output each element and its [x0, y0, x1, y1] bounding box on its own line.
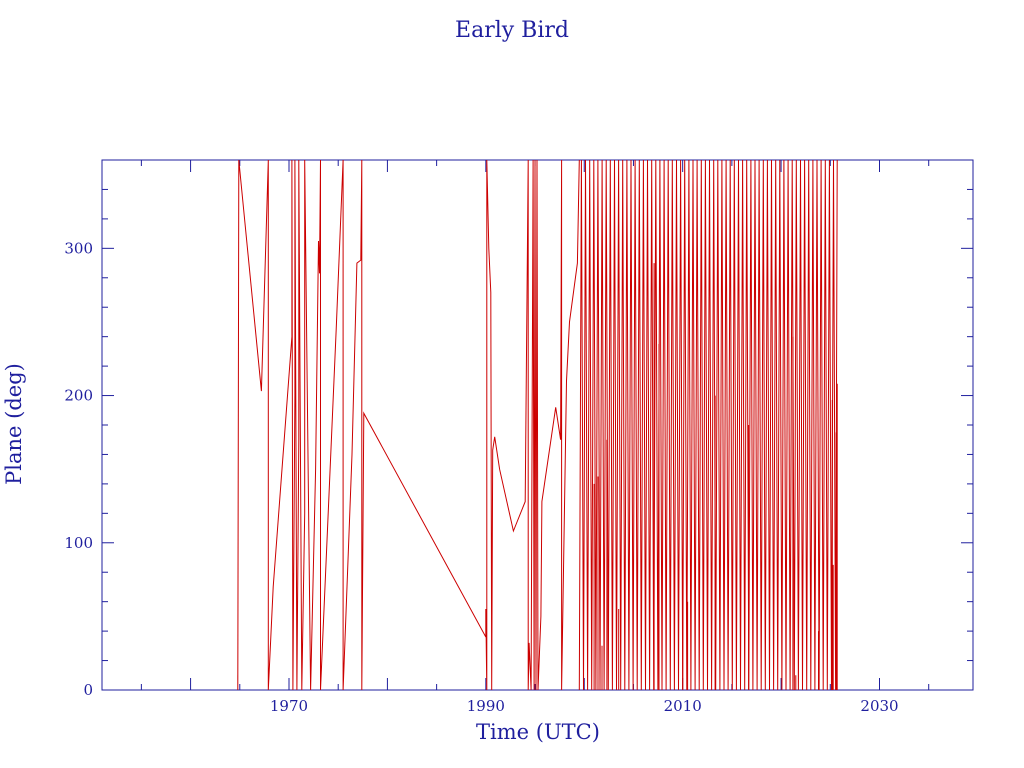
- series-sweeps: [578, 159, 838, 691]
- x-tick-label: 2010: [664, 697, 702, 715]
- y-axis-label: Plane (deg): [2, 363, 26, 485]
- series-layer: [237, 159, 838, 691]
- y-tick-label: 300: [64, 239, 93, 257]
- y-tick-label: 0: [83, 681, 93, 699]
- x-axis-label: Time (UTC): [476, 720, 600, 744]
- y-tick-label: 100: [64, 534, 93, 552]
- series-spikes: [593, 263, 838, 690]
- x-tick-label: 2030: [860, 697, 898, 715]
- x-tick-label: 1970: [270, 697, 308, 715]
- y-tick-label: 200: [64, 387, 93, 405]
- series-line: [237, 159, 580, 691]
- x-tick-label: 1990: [467, 697, 505, 715]
- chart-title: Early Bird: [455, 18, 569, 43]
